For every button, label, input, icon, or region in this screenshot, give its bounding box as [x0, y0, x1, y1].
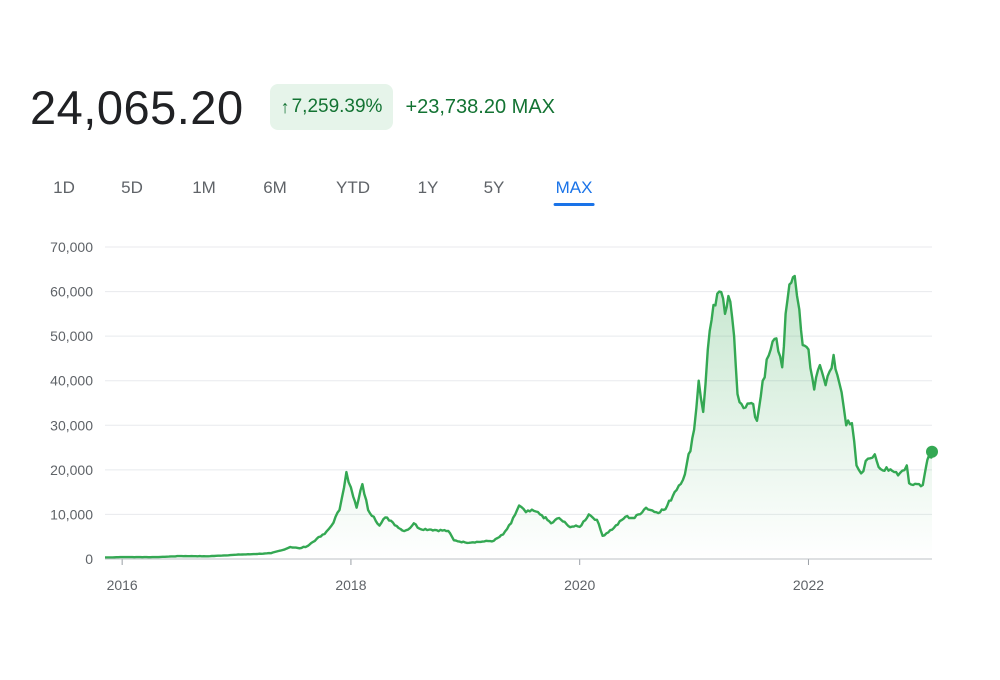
- current-price-dot[interactable]: [926, 445, 938, 458]
- percent-change-badge: ↑ 7,259.39%: [269, 84, 394, 130]
- tab-max[interactable]: MAX: [553, 178, 595, 206]
- tab-5y[interactable]: 5Y: [483, 178, 505, 197]
- y-tick-label: 60,000: [50, 284, 93, 300]
- price-area-fill: [105, 276, 932, 559]
- tab-1m[interactable]: 1M: [192, 178, 216, 197]
- y-tick-label: 10,000: [50, 506, 93, 522]
- y-tick-label: 20,000: [50, 462, 93, 478]
- quote-header: 24,065.20 ↑ 7,259.39% +23,738.20 MAX: [30, 80, 556, 134]
- current-price: 24,065.20: [30, 80, 244, 134]
- arrow-up-icon: ↑: [280, 96, 290, 117]
- time-range-tabs: 1D 5D 1M 6M YTD 1Y 5Y MAX: [0, 178, 1000, 214]
- tab-6m[interactable]: 6M: [263, 178, 287, 197]
- x-tick-label: 2022: [793, 577, 824, 593]
- price-line: [105, 274, 934, 559]
- y-tick-label: 50,000: [50, 328, 93, 344]
- y-tick-label: 70,000: [50, 239, 93, 255]
- y-tick-label: 40,000: [50, 373, 93, 389]
- x-tick-label: 2016: [107, 577, 138, 593]
- percent-change-value: 7,259.39%: [291, 96, 383, 117]
- tab-1d[interactable]: 1D: [53, 178, 75, 197]
- x-tick-label: 2020: [564, 577, 595, 593]
- y-tick-label: 30,000: [50, 417, 93, 433]
- x-axis-labels: 2016 2018 2020 2022: [107, 577, 825, 593]
- tab-5d[interactable]: 5D: [121, 178, 143, 197]
- y-tick-label: 0: [85, 551, 93, 567]
- y-axis-labels: 0 10,000 20,000 30,000 40,000 50,000 60,000 70,…: [50, 239, 93, 567]
- tab-ytd[interactable]: YTD: [336, 178, 370, 197]
- x-axis-ticks: [121, 559, 809, 565]
- absolute-change: +23,738.20 MAX: [405, 95, 556, 118]
- tab-1y[interactable]: 1Y: [417, 178, 439, 197]
- x-tick-label: 2018: [335, 577, 366, 593]
